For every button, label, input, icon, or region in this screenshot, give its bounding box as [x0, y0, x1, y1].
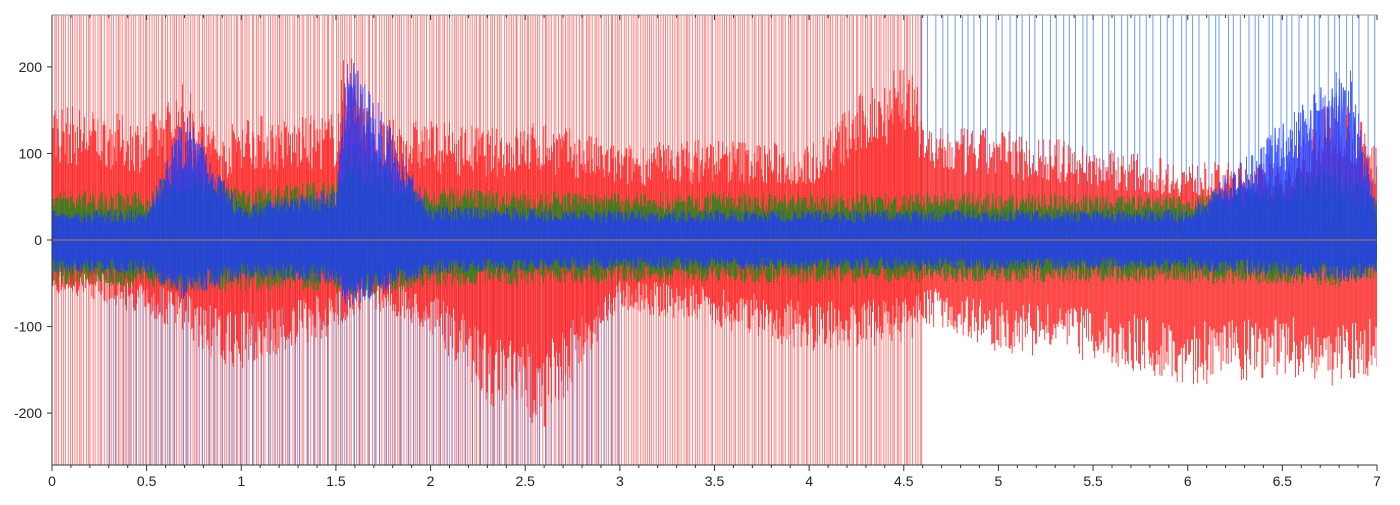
x-tick-label: 6	[1184, 473, 1192, 489]
x-tick-label: 2.5	[515, 473, 535, 489]
series-line-blue	[52, 62, 1377, 298]
x-tick-label: 4.5	[894, 473, 914, 489]
x-tick-label: 5.5	[1083, 473, 1103, 489]
x-tick-label: 0.5	[137, 473, 157, 489]
x-tick-label: 0	[48, 473, 56, 489]
y-tick-label: 200	[19, 59, 43, 75]
x-tick-label: 1.5	[326, 473, 346, 489]
x-tick-label: 4	[805, 473, 813, 489]
x-tick-label: 1	[237, 473, 245, 489]
y-tick-label: -100	[14, 319, 42, 335]
x-tick-label: 2	[427, 473, 435, 489]
x-tick-label: 7	[1373, 473, 1381, 489]
x-tick-label: 3	[616, 473, 624, 489]
y-tick-label: 100	[19, 145, 43, 161]
x-tick-label: 3.5	[705, 473, 725, 489]
x-tick-label: 6.5	[1273, 473, 1293, 489]
plot-area	[52, 15, 1377, 465]
y-tick-label: -200	[14, 405, 42, 421]
y-tick-label: 0	[34, 232, 42, 248]
x-tick-label: 5	[995, 473, 1003, 489]
axes: 0 0.5 1 1.5 2 2.5 3 3.5 4 4.5 5 5.5 6 6.5 7 200 100 0 -100…	[14, 14, 1381, 489]
